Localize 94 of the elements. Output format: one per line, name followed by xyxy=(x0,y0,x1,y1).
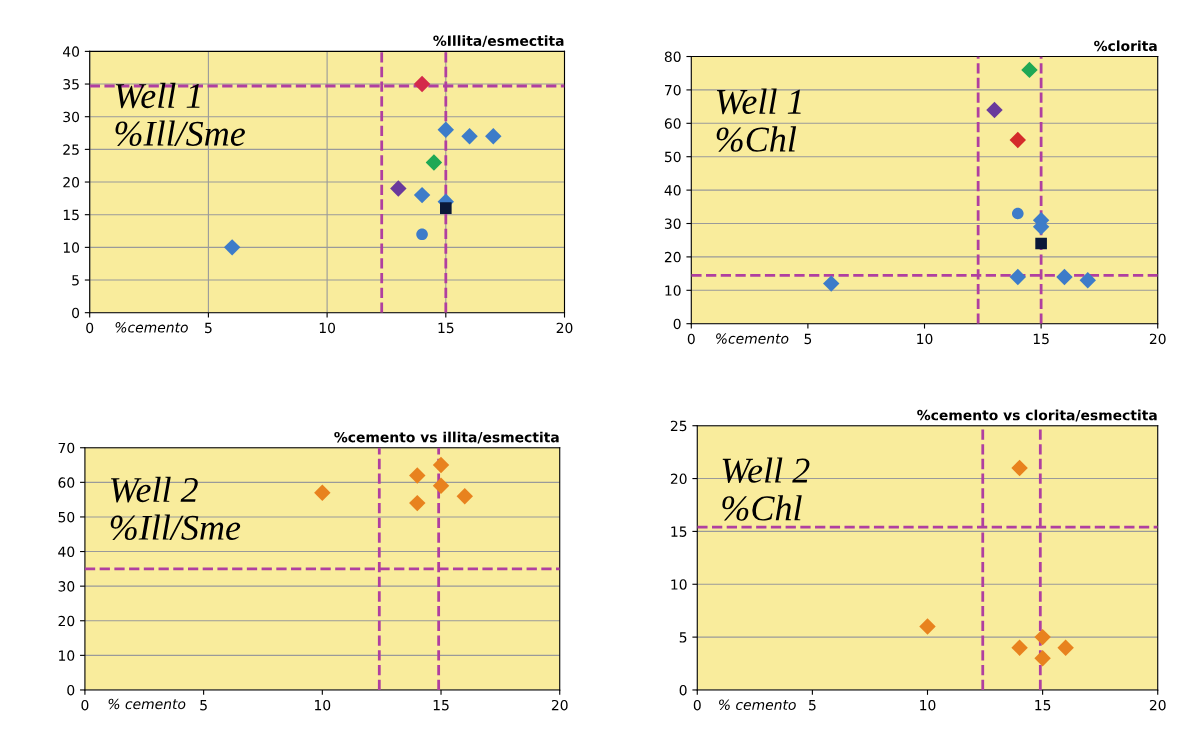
x-tick-label: 5 xyxy=(205,322,212,334)
point xyxy=(485,128,502,145)
annotation: Well 1 %Ill/Sme xyxy=(115,82,245,147)
y-tick-label: 15 xyxy=(63,209,79,221)
point xyxy=(416,228,428,241)
chart-title: %cemento vs clorita/esmectita xyxy=(917,409,1157,422)
point xyxy=(390,180,407,197)
point xyxy=(1021,61,1038,79)
x-tick-label: 20 xyxy=(551,699,568,711)
point xyxy=(1009,268,1027,286)
x-axis-title: % cemento xyxy=(719,699,796,710)
y-tick-label: 20 xyxy=(664,251,681,263)
y-tick-label: 40 xyxy=(62,46,80,57)
x-tick-label: 5 xyxy=(809,700,816,711)
point xyxy=(223,239,241,256)
point xyxy=(1079,272,1096,289)
point xyxy=(1057,639,1074,656)
point xyxy=(1011,639,1028,656)
x-tick-label: 20 xyxy=(1149,699,1166,711)
annotation: Well 2 %Ill/Sme xyxy=(110,476,241,541)
y-tick-label: 15 xyxy=(671,526,687,537)
x-tick-label: 0 xyxy=(81,699,89,711)
point xyxy=(409,494,426,512)
y-tick-label: 0 xyxy=(67,684,75,696)
x-tick-label: 10 xyxy=(315,699,331,711)
x-axis-title: %cemento xyxy=(115,322,188,333)
point xyxy=(425,154,443,171)
y-tick-label: 70 xyxy=(665,84,681,96)
point xyxy=(1035,237,1047,250)
y-tick-label: 20 xyxy=(63,177,80,188)
point xyxy=(432,477,450,495)
point xyxy=(456,487,473,505)
point xyxy=(1034,650,1051,667)
point xyxy=(919,618,936,635)
x-tick-label: 15 xyxy=(433,700,449,711)
x-tick-label: 0 xyxy=(693,699,701,711)
point xyxy=(437,121,455,138)
x-tick-label: 10 xyxy=(319,322,336,334)
point xyxy=(409,467,426,484)
x-tick-label: 15 xyxy=(438,322,454,334)
point xyxy=(1009,131,1027,149)
chart-title: %clorita xyxy=(1094,40,1157,52)
y-tick-label: 25 xyxy=(670,420,687,432)
point xyxy=(440,202,452,214)
y-tick-label: 30 xyxy=(664,218,681,229)
point xyxy=(823,275,840,292)
y-tick-label: 0 xyxy=(679,684,687,696)
point xyxy=(413,75,431,93)
point xyxy=(461,128,478,145)
point xyxy=(413,186,431,204)
x-tick-label: 15 xyxy=(1033,333,1049,345)
y-tick-label: 25 xyxy=(63,144,79,155)
y-tick-label: 10 xyxy=(671,579,687,590)
y-tick-label: 30 xyxy=(63,111,80,123)
point xyxy=(986,101,1003,119)
x-tick-label: 20 xyxy=(556,322,573,334)
y-tick-label: 20 xyxy=(58,615,75,627)
annotation: Well 2 %Chl xyxy=(722,457,810,521)
point xyxy=(1011,459,1028,477)
x-tick-label: 0 xyxy=(86,322,94,334)
y-tick-label: 60 xyxy=(58,477,75,488)
point xyxy=(314,484,331,501)
x-tick-label: 10 xyxy=(920,699,936,711)
x-tick-label: 5 xyxy=(804,333,812,345)
x-tick-label: 0 xyxy=(687,333,695,345)
y-tick-label: 50 xyxy=(664,151,681,163)
y-tick-label: 5 xyxy=(679,632,687,643)
y-tick-label: 40 xyxy=(664,185,681,196)
x-tick-label: 10 xyxy=(917,333,933,345)
y-tick-label: 0 xyxy=(72,307,80,319)
y-tick-label: 10 xyxy=(63,242,80,253)
y-tick-label: 40 xyxy=(58,546,75,558)
y-tick-label: 35 xyxy=(63,79,79,90)
y-tick-label: 10 xyxy=(59,650,75,661)
y-tick-label: 10 xyxy=(665,285,681,296)
y-tick-label: 20 xyxy=(670,473,687,485)
annotation: Well 1 %Chl xyxy=(716,88,801,152)
y-tick-label: 50 xyxy=(58,511,75,523)
x-axis-title: % cemento xyxy=(108,698,186,710)
y-tick-label: 30 xyxy=(58,581,75,592)
y-tick-label: 5 xyxy=(72,275,79,286)
y-tick-label: 60 xyxy=(664,118,681,129)
chart-title: %cemento vs illita/esmectita xyxy=(334,431,559,444)
point xyxy=(1011,207,1024,220)
x-tick-label: 5 xyxy=(200,700,207,711)
y-tick-label: 70 xyxy=(58,442,75,454)
x-tick-label: 20 xyxy=(1149,333,1166,345)
chart-title: %Illita/esmectita xyxy=(433,35,564,48)
point xyxy=(1056,268,1073,286)
point xyxy=(1034,628,1051,646)
x-axis-title: %cemento xyxy=(716,333,789,344)
x-tick-label: 15 xyxy=(1035,700,1051,711)
y-tick-label: 80 xyxy=(664,51,681,62)
point xyxy=(432,456,450,474)
